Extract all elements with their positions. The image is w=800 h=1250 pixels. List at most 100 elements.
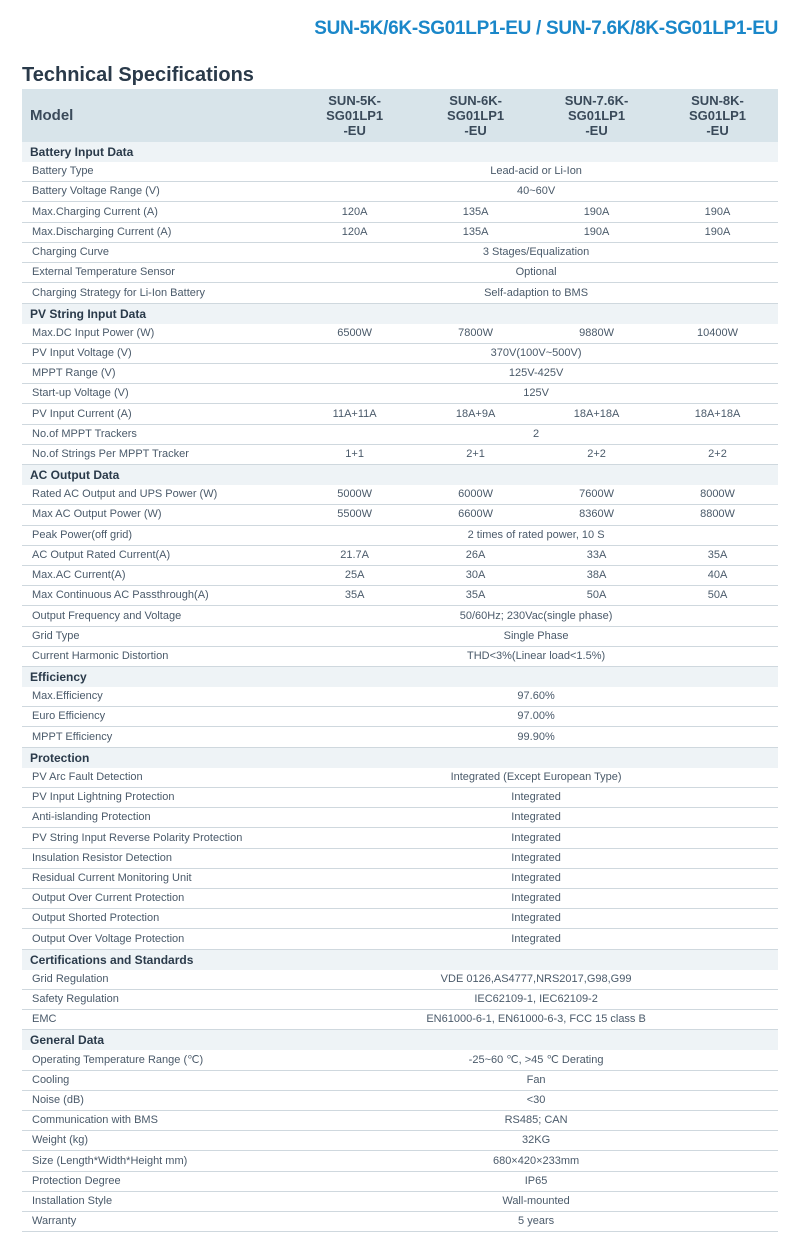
row-value: 18A+18A [657, 404, 778, 424]
row-label: Max.DC Input Power (W) [22, 324, 294, 344]
table-row: Max.DC Input Power (W)6500W7800W9880W104… [22, 324, 778, 344]
row-label: Insulation Resistor Detection [22, 848, 294, 868]
row-value-merged: Wall-mounted [294, 1191, 778, 1211]
table-row: Anti-islanding ProtectionIntegrated [22, 808, 778, 828]
row-label: No.of MPPT Trackers [22, 424, 294, 444]
row-value: 40A [657, 565, 778, 585]
model-col-1: SUN-6K-SG01LP1-EU [415, 89, 536, 142]
table-row: EMCEN61000-6-1, EN61000-6-3, FCC 15 clas… [22, 1010, 778, 1030]
row-value: 1+1 [294, 444, 415, 464]
table-row: Insulation Resistor DetectionIntegrated [22, 848, 778, 868]
row-value-merged: 40~60V [294, 182, 778, 202]
row-value-merged: VDE 0126,AS4777,NRS2017,G98,G99 [294, 970, 778, 990]
row-value: 35A [657, 545, 778, 565]
section-header: AC Output Data [22, 465, 778, 486]
table-row: PV Input Current (A)11A+11A18A+9A18A+18A… [22, 404, 778, 424]
row-value: 35A [415, 586, 536, 606]
spec-table: ModelSUN-5K-SG01LP1-EUSUN-6K-SG01LP1-EUS… [22, 89, 778, 1232]
row-label: Euro Efficiency [22, 707, 294, 727]
row-value-merged: 125V [294, 384, 778, 404]
row-value-merged: Integrated [294, 828, 778, 848]
row-label: Grid Type [22, 626, 294, 646]
row-value-merged: 3 Stages/Equalization [294, 242, 778, 262]
section-header: Battery Input Data [22, 142, 778, 162]
row-value-merged: 99.90% [294, 727, 778, 747]
row-label: Max.Efficiency [22, 687, 294, 707]
row-value-merged: Integrated [294, 889, 778, 909]
table-row: Battery Voltage Range (V)40~60V [22, 182, 778, 202]
row-label: External Temperature Sensor [22, 263, 294, 283]
table-row: Euro Efficiency97.00% [22, 707, 778, 727]
table-row: MPPT Efficiency99.90% [22, 727, 778, 747]
table-row: Max Continuous AC Passthrough(A)35A35A50… [22, 586, 778, 606]
row-value-merged: IEC62109-1, IEC62109-2 [294, 989, 778, 1009]
section-header: Efficiency [22, 667, 778, 688]
row-label: Charging Strategy for Li-Ion Battery [22, 283, 294, 303]
row-value: 11A+11A [294, 404, 415, 424]
table-row: AC Output Rated Current(A)21.7A26A33A35A [22, 545, 778, 565]
row-label: Start-up Voltage (V) [22, 384, 294, 404]
table-row: Max AC Output Power (W)5500W6600W8360W88… [22, 505, 778, 525]
row-value-merged: Optional [294, 263, 778, 283]
row-value-merged: 97.00% [294, 707, 778, 727]
row-value-merged: THD<3%(Linear load<1.5%) [294, 646, 778, 666]
row-label: Safety Regulation [22, 989, 294, 1009]
row-value: 2+2 [536, 444, 657, 464]
row-label: Output Over Current Protection [22, 889, 294, 909]
table-row: Size (Length*Width*Height mm)680×420×233… [22, 1151, 778, 1171]
row-value-merged: 2 [294, 424, 778, 444]
table-row: Max.Discharging Current (A)120A135A190A1… [22, 222, 778, 242]
row-value: 9880W [536, 324, 657, 344]
row-label: MPPT Range (V) [22, 363, 294, 383]
row-value-merged: EN61000-6-1, EN61000-6-3, FCC 15 class B [294, 1010, 778, 1030]
row-label: Battery Voltage Range (V) [22, 182, 294, 202]
table-row: Grid TypeSingle Phase [22, 626, 778, 646]
table-row: Rated AC Output and UPS Power (W)5000W60… [22, 485, 778, 505]
table-row: PV Input Voltage (V)370V(100V~500V) [22, 343, 778, 363]
row-value: 21.7A [294, 545, 415, 565]
row-value: 50A [657, 586, 778, 606]
table-row: Max.Efficiency97.60% [22, 687, 778, 707]
row-label: Operating Temperature Range (℃) [22, 1050, 294, 1070]
row-label: Cooling [22, 1070, 294, 1090]
row-value-merged: 32KG [294, 1131, 778, 1151]
table-row: Residual Current Monitoring UnitIntegrat… [22, 868, 778, 888]
table-row: CoolingFan [22, 1070, 778, 1090]
row-value-merged: Integrated [294, 929, 778, 949]
model-header-row: ModelSUN-5K-SG01LP1-EUSUN-6K-SG01LP1-EUS… [22, 89, 778, 142]
row-value-merged: Lead-acid or Li-Ion [294, 162, 778, 182]
row-value: 190A [536, 202, 657, 222]
table-row: Output Over Voltage ProtectionIntegrated [22, 929, 778, 949]
model-col-2: SUN-7.6K-SG01LP1-EU [536, 89, 657, 142]
row-value-merged: 5 years [294, 1212, 778, 1232]
table-row: Communication with BMSRS485; CAN [22, 1110, 778, 1130]
table-row: Output Shorted ProtectionIntegrated [22, 909, 778, 929]
row-label: Battery Type [22, 162, 294, 182]
table-row: PV Input Lightning ProtectionIntegrated [22, 787, 778, 807]
row-label: Residual Current Monitoring Unit [22, 868, 294, 888]
row-label: No.of Strings Per MPPT Tracker [22, 444, 294, 464]
section-title: Certifications and Standards [22, 949, 778, 970]
row-value: 120A [294, 202, 415, 222]
model-col-0: SUN-5K-SG01LP1-EU [294, 89, 415, 142]
row-value: 18A+9A [415, 404, 536, 424]
row-value-merged: Integrated [294, 909, 778, 929]
table-row: Charging Strategy for Li-Ion BatterySelf… [22, 283, 778, 303]
section-title: Efficiency [22, 667, 778, 688]
row-label: AC Output Rated Current(A) [22, 545, 294, 565]
row-value: 50A [536, 586, 657, 606]
row-value: 7600W [536, 485, 657, 505]
row-value: 190A [536, 222, 657, 242]
row-value-merged: 680×420×233mm [294, 1151, 778, 1171]
row-value-merged: Integrated [294, 848, 778, 868]
table-row: PV String Input Reverse Polarity Protect… [22, 828, 778, 848]
table-row: Output Over Current ProtectionIntegrated [22, 889, 778, 909]
row-value-merged: IP65 [294, 1171, 778, 1191]
row-label: MPPT Efficiency [22, 727, 294, 747]
row-value: 33A [536, 545, 657, 565]
row-value-merged: 2 times of rated power, 10 S [294, 525, 778, 545]
table-row: No.of MPPT Trackers2 [22, 424, 778, 444]
row-label: Warranty [22, 1212, 294, 1232]
table-row: Weight (kg)32KG [22, 1131, 778, 1151]
row-value: 25A [294, 565, 415, 585]
